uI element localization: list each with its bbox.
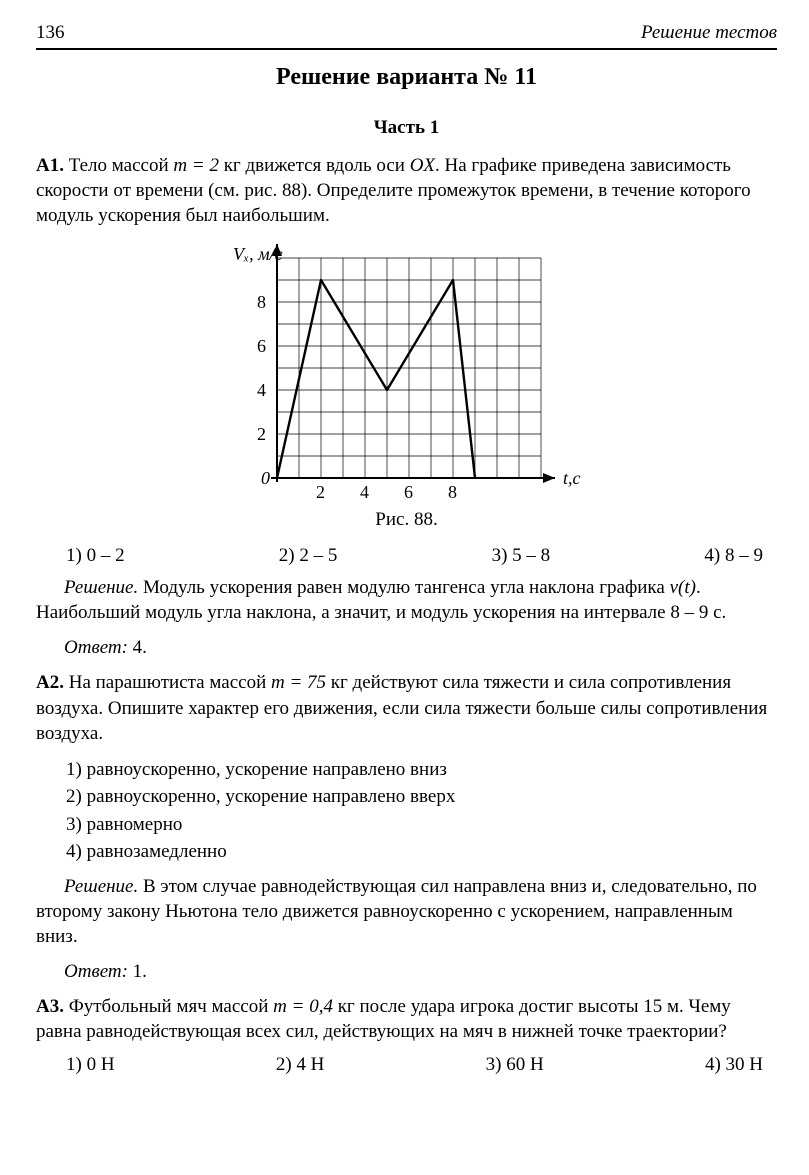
a3-option-1: 1) 0 Н — [66, 1054, 115, 1076]
problem-a2: А2. На парашютиста массой m = 75 кг дейс… — [36, 670, 777, 745]
a2-solution-label: Решение. — [64, 876, 138, 897]
a2-mass-expr: m = 75 — [271, 672, 326, 693]
a1-solution-func: v(t) — [670, 577, 696, 598]
section-title: Решение тестов — [641, 22, 777, 44]
a1-solution-label: Решение. — [64, 577, 138, 598]
a3-label: А3. — [36, 996, 64, 1017]
svg-text:2: 2 — [316, 482, 325, 498]
a2-option-2: 2) равноускоренно, ускорение направлено … — [66, 783, 777, 811]
svg-text:4: 4 — [360, 482, 369, 498]
a2-answer: Ответ: 1. — [36, 959, 777, 984]
a1-mass-unit: кг движется вдоль оси — [219, 155, 410, 176]
a1-solution-body-1: Модуль ускорения равен модулю тангенса у… — [138, 577, 669, 598]
a1-options: 1) 0 – 2 2) 2 – 5 3) 5 – 8 4) 8 – 9 — [36, 545, 777, 567]
chart-caption: Рис. 88. — [36, 509, 777, 531]
document-title: Решение варианта № 11 — [36, 64, 777, 91]
a1-answer-value: 4. — [128, 637, 147, 658]
chart-figure: Vₓ, м/с t,с 0 2 4 6 8 2 4 6 8 — [36, 238, 777, 503]
part-heading: Часть 1 — [36, 117, 777, 139]
a1-answer-label: Ответ: — [64, 637, 128, 658]
a2-option-3: 3) равномерно — [66, 811, 777, 839]
a1-axis: OX — [410, 155, 435, 176]
a3-options: 1) 0 Н 2) 4 Н 3) 60 Н 4) 30 Н — [36, 1054, 777, 1076]
svg-text:4: 4 — [257, 380, 266, 400]
a3-mass-expr: m = 0,4 — [273, 996, 333, 1017]
a2-answer-label: Ответ: — [64, 961, 128, 982]
a1-label: А1. — [36, 155, 64, 176]
svg-text:2: 2 — [257, 424, 266, 444]
a3-option-3: 3) 60 Н — [486, 1054, 544, 1076]
header-rule — [36, 48, 777, 50]
svg-text:6: 6 — [257, 336, 266, 356]
a1-option-3: 3) 5 – 8 — [492, 545, 551, 567]
problem-a3: А3. Футбольный мяч массой m = 0,4 кг пос… — [36, 994, 777, 1044]
a3-text-prefix: Футбольный мяч массой — [69, 996, 273, 1017]
a2-option-4: 4) равнозамедленно — [66, 838, 777, 866]
a2-text-prefix: На парашютиста массой — [69, 672, 271, 693]
page-header: 136 Решение тестов — [36, 22, 777, 44]
svg-text:t,с: t,с — [563, 468, 581, 488]
a1-text-prefix: Тело массой — [69, 155, 174, 176]
svg-text:8: 8 — [448, 482, 457, 498]
svg-text:Vₓ, м/с: Vₓ, м/с — [233, 244, 283, 264]
page-number: 136 — [36, 22, 65, 44]
a2-options: 1) равноускоренно, ускорение направлено … — [36, 756, 777, 866]
a2-option-1: 1) равноускоренно, ускорение направлено … — [66, 756, 777, 784]
page: 136 Решение тестов Решение варианта № 11… — [0, 0, 809, 1175]
a2-solution: Решение. В этом случае равнодействующая … — [36, 874, 777, 949]
problem-a1: А1. Тело массой m = 2 кг движется вдоль … — [36, 153, 777, 228]
a1-option-2: 2) 2 – 5 — [279, 545, 338, 567]
a1-mass-expr: m = 2 — [173, 155, 219, 176]
a1-answer: Ответ: 4. — [36, 635, 777, 660]
a1-option-4: 4) 8 – 9 — [704, 545, 763, 567]
a2-answer-value: 1. — [128, 961, 147, 982]
a1-option-1: 1) 0 – 2 — [66, 545, 125, 567]
svg-text:6: 6 — [404, 482, 413, 498]
a1-solution: Решение. Модуль ускорения равен модулю т… — [36, 575, 777, 625]
a2-label: А2. — [36, 672, 64, 693]
a3-option-4: 4) 30 Н — [705, 1054, 763, 1076]
svg-text:0: 0 — [261, 468, 270, 488]
a3-option-2: 2) 4 Н — [276, 1054, 325, 1076]
svg-text:8: 8 — [257, 292, 266, 312]
a2-solution-body: В этом случае равнодействующая сил напра… — [36, 876, 757, 947]
velocity-chart: Vₓ, м/с t,с 0 2 4 6 8 2 4 6 8 — [207, 238, 607, 498]
